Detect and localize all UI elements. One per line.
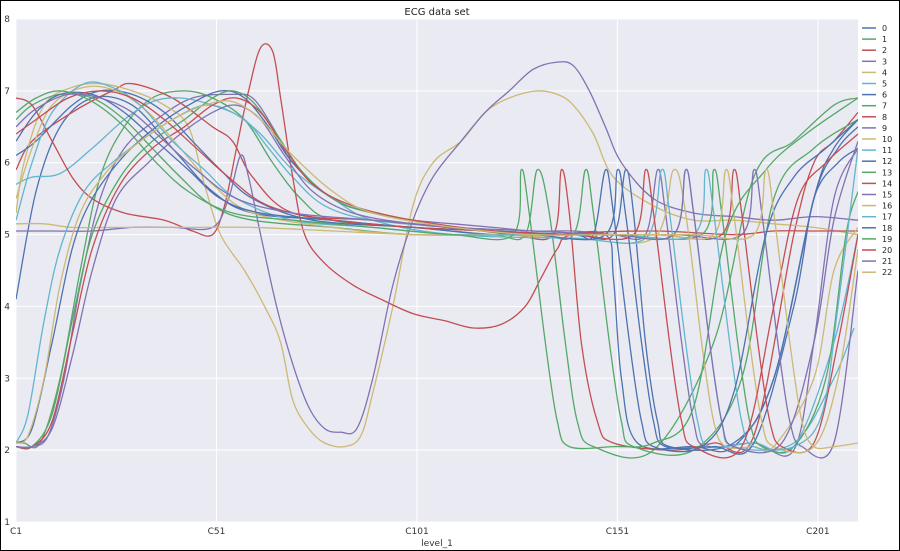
- chart-title: ECG data set: [404, 7, 469, 18]
- series-line-19: [16, 90, 858, 450]
- legend-label: 12: [882, 157, 892, 166]
- legend-label: 2: [882, 46, 887, 55]
- y-tick-labels: 1 2 3 4 5 6 7 8: [4, 15, 10, 528]
- legend-label: 15: [882, 191, 892, 200]
- legend-label: 8: [882, 113, 887, 122]
- x-axis-label: level_1: [421, 539, 453, 549]
- legend-label: 18: [882, 224, 892, 233]
- series-line-9: [16, 61, 858, 435]
- y-tick-label: 2: [4, 446, 10, 456]
- legend-label: 20: [882, 246, 892, 255]
- series-line-21: [16, 93, 858, 454]
- y-tick-label: 3: [4, 374, 10, 384]
- y-tick-label: 8: [4, 15, 10, 25]
- legend-label: 14: [882, 179, 892, 188]
- series-line-10: [16, 168, 858, 453]
- x-tick-labels: C1 C51 C101 C151 C201: [10, 527, 830, 537]
- series-line-22: [16, 100, 858, 450]
- x-tick-label: C201: [806, 527, 829, 537]
- legend-label: 9: [882, 124, 887, 133]
- legend-label: 22: [882, 268, 892, 277]
- legend-label: 17: [882, 213, 892, 222]
- legend-label: 7: [882, 102, 887, 111]
- legend-label: 13: [882, 168, 892, 177]
- x-tick-label: C51: [208, 527, 226, 537]
- x-tick-label: C1: [10, 527, 22, 537]
- legend-label: 19: [882, 235, 892, 244]
- series-line-18: [16, 91, 858, 453]
- legend-label: 5: [882, 80, 887, 89]
- legend-label: 10: [882, 135, 892, 144]
- y-tick-label: 4: [4, 302, 10, 312]
- y-tick-label: 5: [4, 231, 10, 241]
- legend-label: 21: [882, 257, 892, 266]
- legend-label: 0: [882, 24, 887, 33]
- x-tick-label: C101: [405, 527, 428, 537]
- series-lines: [16, 43, 858, 459]
- legend-label: 16: [882, 202, 892, 211]
- legend-label: 4: [882, 68, 887, 77]
- series-line-15: [16, 104, 858, 459]
- y-tick-label: 7: [4, 87, 10, 97]
- y-tick-label: 1: [4, 518, 10, 528]
- y-tick-label: 6: [4, 159, 10, 169]
- legend-label: 1: [882, 35, 887, 44]
- series-line-14: [16, 97, 858, 454]
- grid: [15, 18, 858, 523]
- legend-label: 11: [882, 146, 892, 155]
- legend-label: 3: [882, 57, 887, 66]
- x-tick-label: C151: [606, 527, 629, 537]
- series-line-4: [16, 82, 858, 448]
- legend-label: 6: [882, 91, 887, 100]
